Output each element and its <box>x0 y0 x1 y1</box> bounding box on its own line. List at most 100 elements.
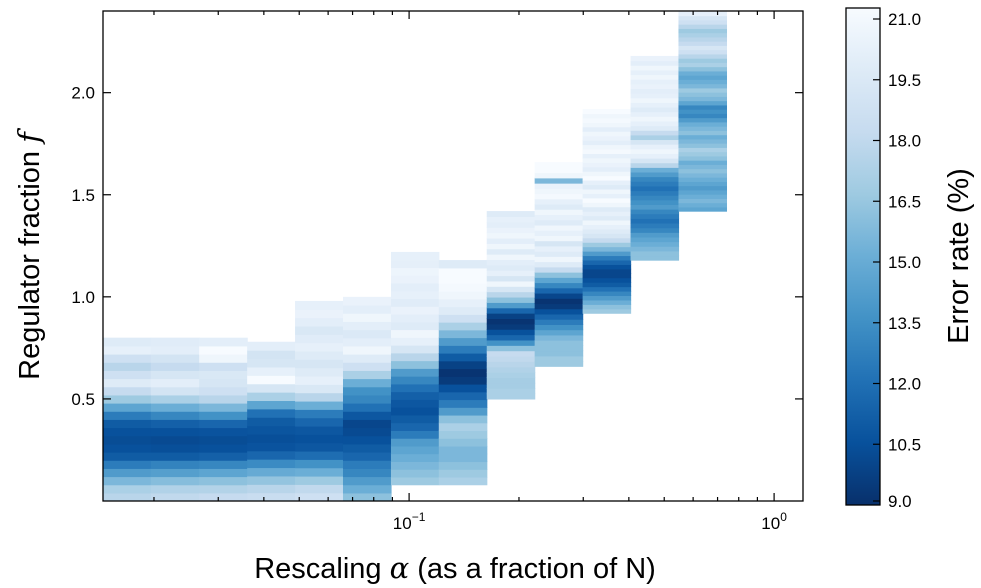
heatmap-cell <box>678 181 728 187</box>
heatmap-cell <box>390 469 440 478</box>
heatmap-cell <box>103 443 152 453</box>
heatmap-cell <box>678 113 728 119</box>
heatmap-cell <box>534 350 584 357</box>
heatmap-cell <box>486 291 536 298</box>
heatmap-cell <box>678 92 728 97</box>
colorbar <box>845 7 881 506</box>
heatmap-cell <box>630 65 680 71</box>
heatmap-cell <box>486 264 536 271</box>
heatmap-cell <box>582 166 632 172</box>
heatmap-cell <box>486 366 536 373</box>
heatmap-cell <box>486 393 536 400</box>
heatmap-cell <box>150 476 200 486</box>
heatmap-cell <box>247 341 296 351</box>
heatmap-cell <box>630 232 680 238</box>
heatmap-cell <box>678 36 728 42</box>
heatmap-cell <box>295 459 344 469</box>
heatmap-cell <box>199 476 248 486</box>
heatmap-cell <box>150 337 200 347</box>
heatmap-cell <box>103 394 152 404</box>
heatmap-cell <box>247 425 296 435</box>
heatmap-cell <box>678 96 728 102</box>
heatmap-cell <box>103 460 152 469</box>
heatmap-cell <box>678 177 728 182</box>
heatmap-cell <box>342 305 392 314</box>
heatmap-cell <box>342 378 392 388</box>
heatmap-cell <box>342 468 392 478</box>
heatmap-cell <box>438 407 488 416</box>
heatmap-cell <box>390 337 440 346</box>
heatmap-cell <box>582 211 632 217</box>
heatmap-cell <box>247 433 296 443</box>
colorbar-tick-label: 16.5 <box>888 192 921 211</box>
y-tick-label: 2.0 <box>71 84 95 103</box>
x-tick-label: 10−1 <box>393 510 426 533</box>
heatmap-cell <box>486 382 536 389</box>
heatmap-cell <box>390 306 440 315</box>
heatmap-cell <box>582 202 632 208</box>
heatmap-cell <box>534 198 584 205</box>
heatmap-cell <box>678 109 728 114</box>
heatmap-cell <box>678 87 728 93</box>
heatmap-cell <box>630 222 680 229</box>
heatmap-cell <box>247 383 296 393</box>
heatmap-cell <box>103 411 152 420</box>
heatmap-cell <box>342 419 392 429</box>
heatmap-cell <box>678 83 728 89</box>
heatmap-cell <box>247 400 296 410</box>
heatmap-cell <box>486 345 536 352</box>
heatmap-cell <box>582 144 632 150</box>
heatmap-cell <box>582 126 632 132</box>
heatmap-cell <box>342 476 392 486</box>
x-axis-symbol: α <box>390 551 410 585</box>
heatmap-cell <box>678 147 728 153</box>
heatmap-cell <box>342 460 392 469</box>
heatmap-cell <box>390 313 440 323</box>
heatmap-cell <box>630 125 680 131</box>
heatmap-cell <box>342 337 392 347</box>
heatmap-cell <box>630 148 680 154</box>
heatmap-cell <box>390 352 440 362</box>
heatmap-cell <box>342 492 392 501</box>
heatmap-cell <box>582 251 632 257</box>
heatmap-cell <box>295 367 344 377</box>
heatmap-cell <box>630 93 680 99</box>
heatmap-cell <box>534 334 584 341</box>
heatmap-cell <box>486 216 536 223</box>
heatmap-cell <box>199 484 248 494</box>
heatmap-cell <box>486 318 536 325</box>
heatmap-cell <box>150 419 200 429</box>
heatmap-cell <box>534 224 584 231</box>
heatmap-cell <box>199 403 248 412</box>
heatmap-cell <box>486 232 536 239</box>
heatmap-cell <box>150 354 200 363</box>
heatmap-cell <box>390 453 440 462</box>
heatmap-cell <box>582 122 632 128</box>
colorbar-tick-label: 18.0 <box>888 132 921 151</box>
heatmap-cell <box>678 172 728 178</box>
heatmap-cell <box>486 280 536 287</box>
heatmap-cell <box>678 15 728 21</box>
heatmap-cell <box>582 197 632 203</box>
heatmap-cell <box>438 469 488 478</box>
heatmap-cell <box>534 177 584 184</box>
heatmap-cell <box>534 308 584 315</box>
heatmap-cell <box>486 259 536 266</box>
heatmap-cell <box>103 337 152 347</box>
heatmap-cell <box>438 283 488 292</box>
heatmap-cell <box>486 221 536 228</box>
heatmap-cell <box>103 484 152 494</box>
heatmap-cell <box>630 204 680 210</box>
heatmap-cell <box>678 185 728 191</box>
colorbar-tick-label: 15.0 <box>888 253 921 272</box>
y-axis-label: Regulator fraction f <box>12 127 46 380</box>
heatmap-cell <box>678 117 728 123</box>
heatmap-cell <box>295 400 344 410</box>
heatmap-cell <box>199 337 248 347</box>
heatmap-cell <box>486 237 536 244</box>
heatmap-cell <box>678 19 728 25</box>
heatmap-cell <box>342 484 392 494</box>
heatmap-cell <box>295 425 344 435</box>
heatmap-cell <box>582 277 632 283</box>
heatmap-cell <box>678 138 728 144</box>
